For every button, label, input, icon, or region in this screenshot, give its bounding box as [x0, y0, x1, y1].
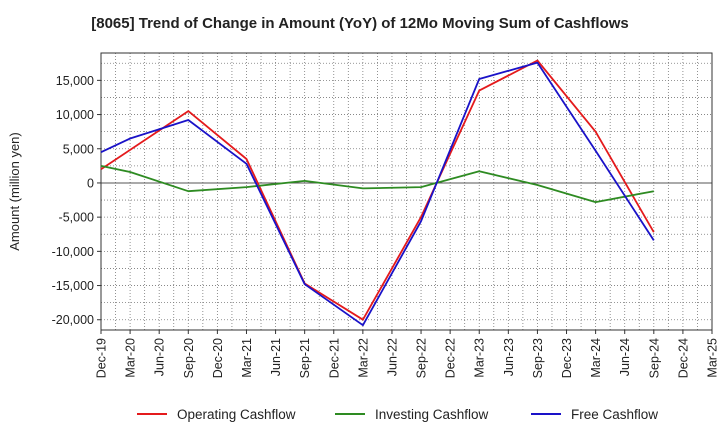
x-tick-label: Sep-24: [647, 338, 661, 378]
x-tick-label: Mar-21: [240, 338, 254, 378]
x-tick-label: Mar-24: [589, 338, 603, 378]
x-tick-label: Mar-23: [473, 338, 487, 378]
x-tick-label: Dec-21: [327, 338, 341, 378]
y-tick-label: 10,000: [56, 108, 94, 122]
legend-label-operating-cashflow: Operating Cashflow: [177, 407, 296, 422]
legend-label-investing-cashflow: Investing Cashflow: [375, 407, 489, 422]
x-tick-label: Mar-25: [706, 338, 720, 378]
plot-border: [100, 52, 713, 331]
x-tick-label: Jun-24: [618, 338, 632, 376]
y-tick-label: -5,000: [59, 211, 94, 225]
y-tick-label: 15,000: [56, 74, 94, 88]
x-tick-label: Sep-20: [182, 338, 196, 378]
legend-label-free-cashflow: Free Cashflow: [571, 407, 658, 422]
x-tick-label: Sep-23: [531, 338, 545, 378]
x-tick-label: Jun-20: [153, 338, 167, 376]
x-tick-label: Jun-22: [385, 338, 399, 376]
x-tick-label: Dec-23: [560, 338, 574, 378]
x-tick-label: Mar-20: [124, 338, 138, 378]
y-tick-label: 0: [87, 176, 94, 190]
y-tick-label: -20,000: [52, 313, 94, 327]
y-axis-title: Amount (million yen): [7, 132, 22, 251]
x-tick-label: Dec-24: [676, 338, 690, 378]
x-tick-label: Dec-20: [211, 338, 225, 378]
x-tick-label: Sep-21: [298, 338, 312, 378]
x-tick-label: Dec-22: [444, 338, 458, 378]
series-line-free-cashflow: [100, 61, 655, 327]
y-tick-label: 5,000: [63, 142, 94, 156]
x-tick-label: Jun-23: [502, 338, 516, 376]
chart-title: [8065] Trend of Change in Amount (YoY) o…: [91, 15, 629, 32]
x-tick-label: Jun-21: [269, 338, 283, 376]
y-tick-label: -15,000: [52, 279, 94, 293]
x-tick-label: Dec-19: [95, 338, 109, 378]
x-tick-label: Sep-22: [415, 338, 429, 378]
x-tick-label: Mar-22: [356, 338, 370, 378]
series-line-investing-cashflow: [100, 165, 654, 203]
series-line-operating-cashflow: [100, 59, 655, 321]
y-tick-label: -10,000: [52, 245, 94, 259]
